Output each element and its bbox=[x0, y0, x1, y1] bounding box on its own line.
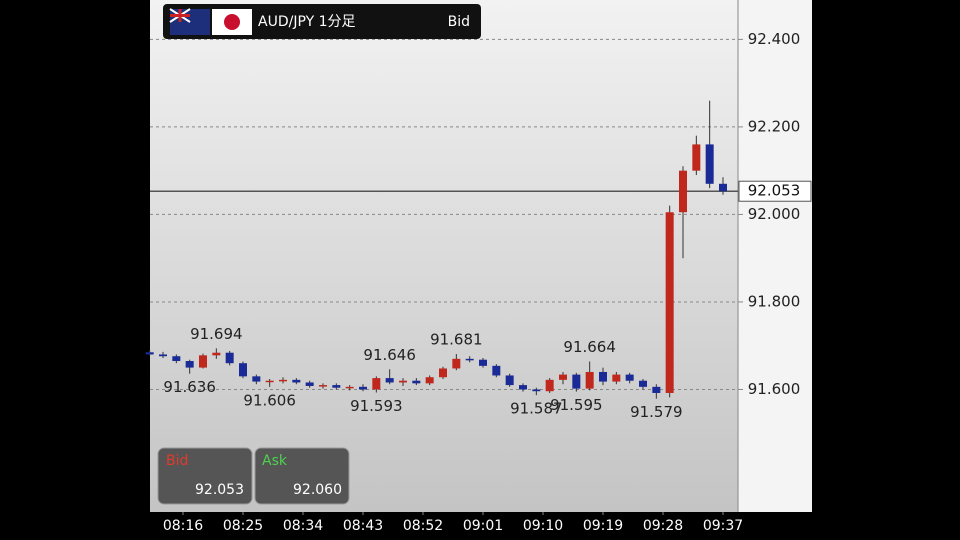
candle-body bbox=[559, 374, 567, 380]
candle-body bbox=[412, 380, 421, 384]
annotation: 91.646 bbox=[363, 346, 416, 364]
y-tick-label: 92.200 bbox=[748, 117, 801, 135]
candle-body bbox=[212, 352, 221, 356]
y-tick-label: 91.800 bbox=[748, 292, 801, 310]
y-axis-area bbox=[738, 0, 812, 512]
candle-body bbox=[692, 144, 701, 171]
y-tick-label: 92.400 bbox=[748, 30, 801, 48]
candle-body bbox=[545, 379, 554, 392]
candle-body bbox=[572, 374, 581, 389]
ask-price: 92.060 bbox=[293, 482, 342, 498]
bid-label: Bid bbox=[166, 453, 188, 469]
ask-box[interactable] bbox=[254, 447, 350, 505]
x-tick-label: 09:19 bbox=[583, 518, 623, 534]
candle-body bbox=[359, 386, 367, 390]
candle-body bbox=[719, 183, 727, 192]
candle-body bbox=[145, 352, 154, 355]
annotation: 91.587 bbox=[510, 400, 563, 418]
marks: 91.600 91.800 92.000 92.200 92.400 08:16 08:25… bbox=[145, 30, 812, 534]
x-tick-label: 08:52 bbox=[403, 518, 443, 534]
last-price-label: 92.053 bbox=[748, 182, 801, 200]
ask-label: Ask bbox=[262, 453, 288, 469]
flag-au-cross2 bbox=[170, 9, 190, 22]
candle-body bbox=[292, 379, 301, 383]
header: AUD/JPY 1分足 Bid bbox=[163, 4, 481, 39]
annotation: 91.694 bbox=[190, 325, 243, 343]
candle-body bbox=[239, 363, 247, 377]
candle-body bbox=[279, 379, 287, 382]
candle-body bbox=[332, 385, 341, 388]
quote-panel: Bid 92.053 Ask 92.060 bbox=[157, 447, 350, 505]
last-price-box bbox=[738, 180, 812, 202]
candle-body bbox=[705, 144, 714, 184]
price-type: Bid bbox=[448, 14, 470, 30]
candle-body bbox=[225, 352, 234, 364]
candle-body bbox=[199, 355, 207, 368]
candle-body bbox=[465, 358, 474, 361]
candle-body bbox=[625, 374, 634, 381]
y-tick-label: 91.600 bbox=[748, 380, 801, 398]
annotation: 91.593 bbox=[350, 397, 403, 415]
x-tick-label: 08:34 bbox=[283, 518, 323, 534]
y-tick-label: 92.000 bbox=[748, 205, 801, 223]
candle-body bbox=[665, 212, 674, 393]
candle-body bbox=[505, 375, 514, 386]
candle-body bbox=[172, 356, 181, 362]
chart-title: AUD/JPY 1分足 bbox=[258, 14, 356, 30]
bid-box[interactable] bbox=[157, 447, 253, 505]
candle-body bbox=[452, 358, 461, 369]
candle-body bbox=[305, 382, 314, 386]
x-tick-label: 08:25 bbox=[223, 518, 263, 534]
candle-body bbox=[319, 385, 327, 387]
bid-price: 92.053 bbox=[195, 482, 244, 498]
candle-body bbox=[399, 380, 407, 383]
candle-body bbox=[345, 386, 354, 389]
candle-body bbox=[599, 371, 607, 382]
annotation: 91.579 bbox=[630, 403, 683, 421]
candle-body bbox=[612, 374, 621, 382]
annotation: 91.606 bbox=[243, 391, 296, 409]
x-tick-label: 09:01 bbox=[463, 518, 503, 534]
x-tick-label: 08:16 bbox=[163, 518, 203, 534]
annotation: 91.664 bbox=[563, 338, 616, 356]
candle-body bbox=[185, 361, 194, 368]
x-tick-label: 08:43 bbox=[343, 518, 383, 534]
annotation: 91.681 bbox=[430, 331, 483, 349]
x-tick-label: 09:10 bbox=[523, 518, 563, 534]
candle-body bbox=[585, 371, 594, 389]
candle-body bbox=[425, 377, 434, 384]
plot-area bbox=[150, 0, 738, 512]
candle-body bbox=[652, 386, 661, 393]
flag-jp-sun bbox=[224, 14, 240, 30]
candle-body bbox=[439, 368, 447, 378]
candle-body bbox=[639, 380, 647, 387]
annotation: 91.636 bbox=[163, 378, 216, 396]
annotation: 91.595 bbox=[550, 396, 603, 414]
candle-body bbox=[252, 376, 261, 382]
candle-body bbox=[385, 378, 394, 383]
candle-body bbox=[532, 389, 541, 392]
x-tick-label: 09:28 bbox=[643, 518, 683, 534]
candle-body bbox=[479, 359, 487, 366]
candle-body bbox=[679, 170, 687, 213]
candle-body bbox=[159, 354, 167, 357]
x-tick-label: 09:37 bbox=[703, 518, 743, 534]
candle-body bbox=[372, 378, 381, 390]
candle-body bbox=[492, 365, 501, 376]
candle-body bbox=[265, 380, 274, 383]
candle-body bbox=[519, 385, 527, 390]
